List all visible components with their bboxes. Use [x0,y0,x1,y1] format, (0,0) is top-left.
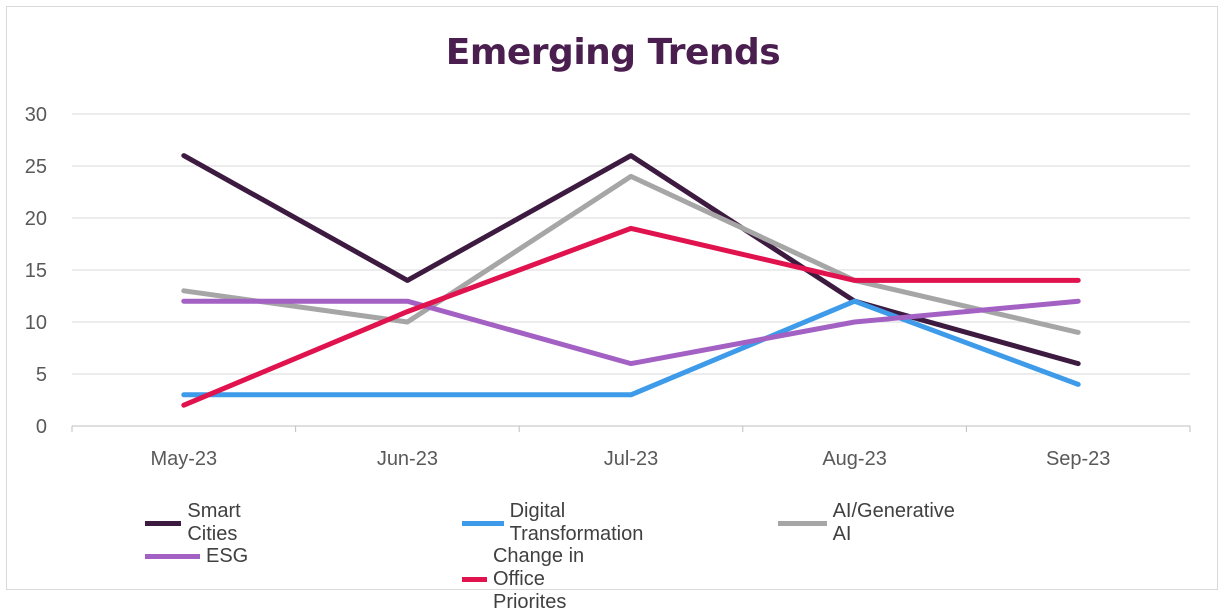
line-chart: 0 5 10 15 20 25 30 May-23 Jun-23 Jul-23 Aug-23 Sep-… [25,104,1191,470]
legend-swatch [145,554,200,559]
y-tick-label: 5 [36,364,47,386]
x-tick-label: Jul-23 [604,448,658,470]
series-line-ai-generative-ai [181,173,1081,335]
chart-frame [6,6,1218,590]
series-line-smart-cities [181,153,1081,367]
legend-item: Change in Office Priorites [462,545,596,614]
x-tick-label: Jun-23 [377,448,438,470]
legend-label: ESG [206,545,249,567]
series-line-change-in-office-priorites [181,225,1081,408]
legend-swatch [778,520,827,526]
legend-label: AI/Generative AI [832,500,955,545]
y-tick-label: 20 [25,208,47,230]
legend-label: Change in Office Priorites [492,545,585,613]
legend-label: Smart Cities [187,500,241,545]
legend-label: Digital Transformation [509,500,644,545]
legend-item: AI/Generative AI [778,500,961,546]
x-tick-label: May-23 [150,448,217,470]
x-tick-label: Sep-23 [1046,448,1111,470]
y-tick-label: 30 [25,104,47,126]
x-tick-label: Aug-23 [822,448,887,470]
y-tick-label: 0 [36,416,47,438]
series-line-digital-transformation [181,298,1081,398]
legend-swatch [145,520,182,526]
series-line-esg [181,298,1081,367]
chart-title: Emerging Trends [445,32,781,73]
legend-item: Digital Transformation [462,500,657,546]
y-tick-label: 10 [25,312,47,334]
legend-swatch [462,577,487,582]
legend-swatch [462,520,504,526]
y-tick-label: 15 [25,260,47,282]
legend-item: Smart Cities [145,500,259,546]
y-tick-label: 25 [25,156,47,178]
legend-item: ESG [145,545,248,568]
